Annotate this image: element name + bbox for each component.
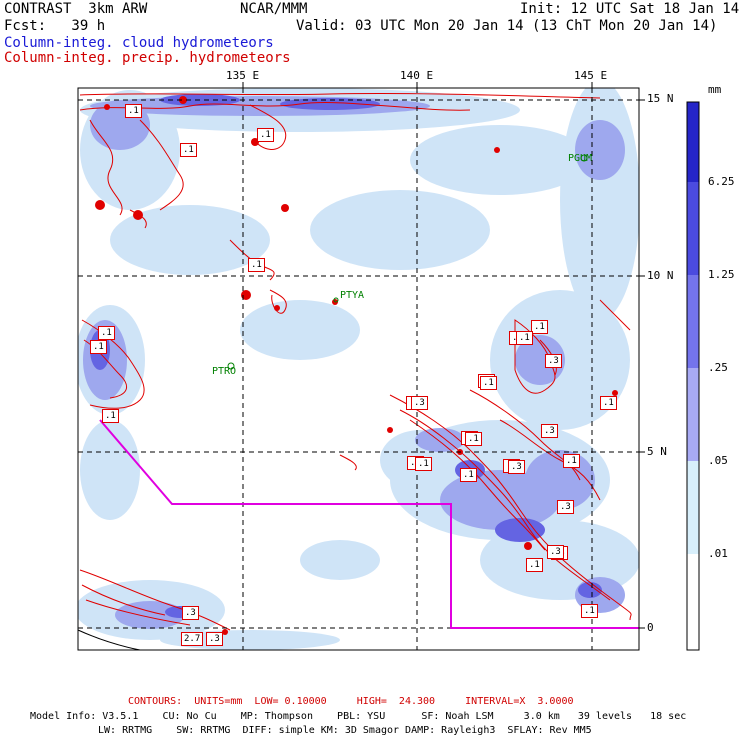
colorbar-frame [686,101,700,651]
model-info-line2: LW: RRTMG SW: RRTMG DIFF: simple KM: 3D … [98,725,592,736]
field-cloud-label: Column-integ. cloud hydrometeors [4,35,274,51]
forecast-hour: Fcst: 39 h [4,18,106,34]
colorbar-swatch [687,275,699,368]
contour-label: .1 [248,258,265,272]
precip-spots [95,96,618,635]
contour-label: .3 [545,354,562,368]
contour-label: 2.7 [181,632,204,646]
contour-label: .1 [102,409,119,423]
colorbar-swatch [687,102,699,182]
map-frame [77,87,640,651]
contour-info: CONTOURS: UNITS=mm LOW= 0.10000 HIGH= 24… [128,696,574,707]
colorbar-tick: 6.25 [708,175,735,188]
lat-lon-grid [78,88,639,650]
contour-label: .1 [465,432,482,446]
valid-time: Valid: 03 UTC Mon 20 Jan 14 (13 ChT Mon … [296,18,718,34]
contour-label: .3 [541,424,558,438]
contour-label: .1 [526,558,543,572]
lat-label-10n: 10 N [647,269,674,282]
model-info-line1: Model Info: V3.5.1 CU: No Cu MP: Thompso… [30,711,687,722]
lon-label-145: 145 E [574,69,608,82]
contour-label: .1 [257,128,274,142]
colorbar-swatch [687,554,699,650]
field-precip-label: Column-integ. precip. hydrometeors [4,50,291,66]
axis-ticks [242,82,645,629]
contour-label: .3 [508,460,525,474]
contour-label: .3 [182,606,199,620]
nested-domain-outline [99,419,639,629]
station-label-ptya: PTYA [340,290,365,301]
map-layers [78,88,639,650]
contour-label: .1 [180,143,197,157]
contour-label: .1 [531,320,548,334]
colorbar-swatch [687,182,699,275]
contour-label: .1 [90,340,107,354]
contour-label: .1 [563,454,580,468]
data-source: NCAR/MMM [240,1,308,17]
contour-label: .3 [411,396,428,410]
contour-label: .1 [415,457,432,471]
contour-label: .1 [480,376,497,390]
contour-label: .1 [125,104,142,118]
colorbar-tick: 1.25 [708,268,735,281]
station-marker-ptro [227,362,235,370]
lon-label-140: 140 E [400,69,434,82]
contour-label: .1 [600,396,617,410]
coastline [77,629,141,651]
colorbar-tick: .25 [708,361,728,374]
contour-label: .1 [516,331,533,345]
station-marker-ptya [333,297,339,303]
colorbar-tick: .01 [708,547,728,560]
station-label-pgum: PGUM [568,153,593,164]
contour-label: .1 [460,468,477,482]
contour-label: .1 [581,604,598,618]
lat-label-0: 0 [647,621,654,634]
colorbar-unit: mm [708,83,722,96]
station-label-ptro: PTRO [212,366,237,377]
init-time: Init: 12 UTC Sat 18 Jan 14 [520,1,740,17]
colorbar-tick: .05 [708,454,728,467]
colorbar-swatch [687,461,699,554]
lat-label-5n: 5 N [647,445,667,458]
contour-label: .3 [557,500,574,514]
contour-label: .3 [206,632,223,646]
contour-label: .1 [98,326,115,340]
lat-label-15n: 15 N [647,92,674,105]
colorbar-swatch [687,368,699,461]
lon-label-135: 135 E [226,69,260,82]
plot-title: CONTRAST 3km ARW [4,1,148,17]
contour-label: .3 [547,545,564,559]
station-marker-pgum [580,154,588,162]
colorbar [686,101,700,651]
